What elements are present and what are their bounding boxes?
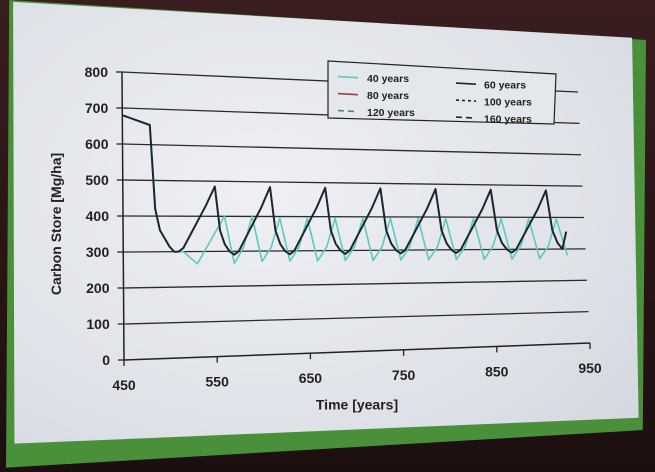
x-tick-label: 650 <box>299 370 323 386</box>
y-tick-labels: 0 100 200 300 400 500 600 700 800 <box>85 64 111 368</box>
y-tick-label: 500 <box>85 172 109 188</box>
gridline-y-200 <box>123 279 588 289</box>
x-tick-label: 850 <box>485 363 509 379</box>
y-tick-label: 400 <box>86 208 110 224</box>
y-tick-label: 200 <box>86 280 110 296</box>
x-axis-line <box>123 342 591 361</box>
x-axis-label: Time [years] <box>316 397 398 413</box>
series-line-40-years <box>122 114 569 265</box>
legend-box <box>327 60 557 125</box>
gridline-y-600 <box>122 143 582 156</box>
axes <box>116 71 591 366</box>
legend-label: 120 years <box>367 107 415 119</box>
series-line-60-years <box>121 114 568 256</box>
y-tick-label: 300 <box>86 244 110 260</box>
y-axis-line <box>121 71 125 361</box>
legend-swatch <box>337 75 359 79</box>
legend-label: 40 years <box>367 73 409 85</box>
legend-label: 160 years <box>484 114 532 126</box>
gridline-y-100 <box>123 310 589 325</box>
legend-swatch <box>337 109 359 113</box>
y-tick-label: 600 <box>85 136 109 152</box>
legend-swatch <box>455 82 477 85</box>
x-tick-label: 450 <box>112 377 136 393</box>
y-tick-label: 100 <box>86 316 110 332</box>
gridline-y-400 <box>122 215 585 219</box>
gridline-y-500 <box>122 179 583 187</box>
y-tick-label: 700 <box>85 100 109 116</box>
legend-swatch <box>455 116 477 119</box>
y-tick-label: 0 <box>102 352 110 368</box>
legend-label: 80 years <box>367 90 409 102</box>
legend-label: 60 years <box>484 80 526 92</box>
x-tick-labels: 450 550 650 750 850 950 <box>112 360 602 393</box>
legend: 40 years 60 years 80 years 100 years 120 yea… <box>327 60 557 126</box>
series-lines <box>121 114 569 265</box>
x-tick-label: 750 <box>392 367 416 383</box>
y-axis-label: Carbon Store [Mg/ha] <box>48 153 64 295</box>
x-tick-label: 950 <box>578 360 602 376</box>
legend-swatch <box>337 92 359 96</box>
legend-label: 100 years <box>484 97 532 109</box>
y-tick-label: 800 <box>85 64 109 80</box>
x-tick-label: 550 <box>206 374 230 390</box>
